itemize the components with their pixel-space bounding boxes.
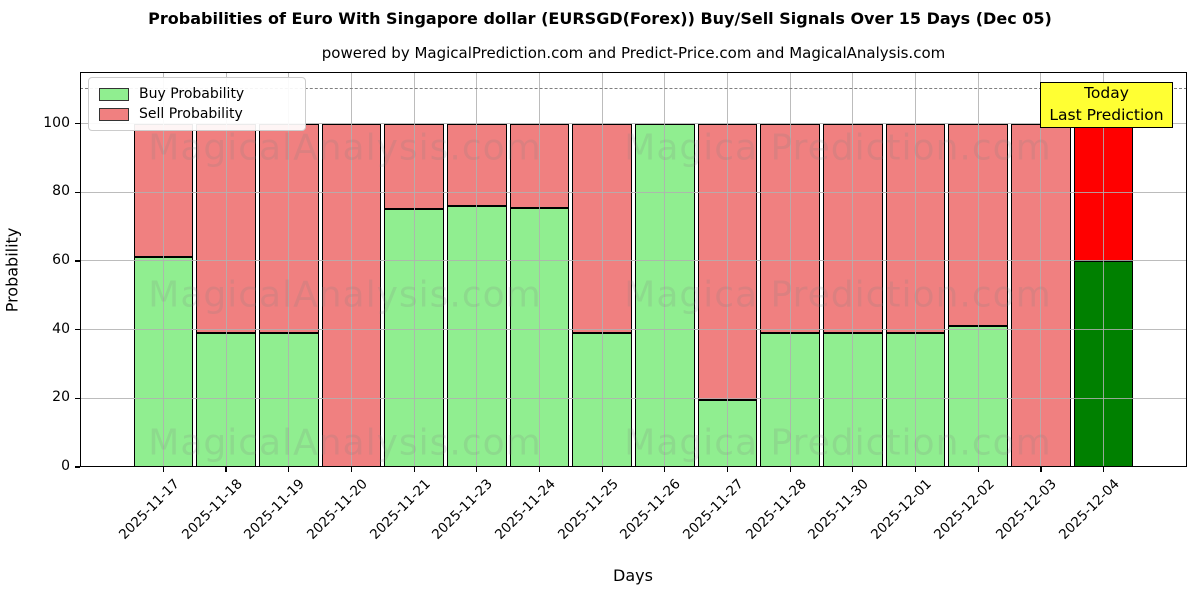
y-tick-label: 80: [52, 183, 70, 200]
buy-swatch-icon: [99, 87, 129, 101]
x-tick: [601, 467, 603, 472]
watermark-left: MagicalAnalysis.com: [148, 422, 542, 464]
h-gridline: [80, 260, 1187, 262]
x-tick-label: 2025-12-02: [930, 476, 998, 543]
x-tick: [664, 467, 666, 472]
today-annotation-line2: Last Prediction: [1049, 106, 1164, 124]
watermark-right: Magica Prediction.com: [624, 422, 1052, 464]
threshold-dashed-line: [80, 88, 1187, 90]
x-tick: [1040, 467, 1042, 472]
x-tick-label: 2025-11-25: [554, 476, 622, 543]
x-tick-label: 2025-11-28: [742, 476, 810, 543]
v-gridline: [476, 72, 478, 467]
x-tick-label: 2025-11-30: [805, 476, 873, 543]
x-tick: [726, 467, 729, 472]
v-gridline: [225, 72, 227, 467]
y-tick-label: 100: [43, 114, 70, 131]
today-annotation-box: Today Last Prediction: [1040, 82, 1173, 128]
h-gridline: [80, 397, 1187, 399]
v-gridline: [1040, 72, 1042, 467]
x-tick: [789, 467, 791, 472]
x-tick-label: 2025-11-24: [491, 476, 559, 543]
v-gridline: [350, 72, 352, 467]
x-tick-label: 2025-11-23: [429, 476, 497, 543]
x-tick-label: 2025-12-01: [868, 476, 935, 543]
chart-subtitle: powered by MagicalPrediction.com and Pre…: [321, 44, 946, 62]
x-axis-label: Days: [613, 566, 653, 585]
x-tick: [538, 467, 541, 472]
watermark-left: MagicalAnalysis.com: [148, 274, 542, 316]
v-gridline: [538, 72, 540, 467]
y-tick: [75, 122, 80, 125]
y-tick-label: 40: [52, 320, 70, 337]
v-gridline: [664, 72, 666, 467]
x-tick: [852, 467, 854, 472]
v-gridline: [288, 72, 290, 467]
x-tick-label: 2025-12-03: [993, 476, 1061, 543]
y-tick: [75, 466, 80, 468]
h-gridline: [80, 329, 1187, 331]
y-tick: [75, 191, 80, 193]
v-gridline: [413, 72, 415, 467]
v-gridline: [915, 72, 917, 467]
y-tick-label: 0: [61, 458, 70, 474]
y-tick: [75, 397, 80, 399]
v-gridline: [601, 72, 603, 467]
x-tick: [977, 467, 979, 472]
watermark-right: Magica Prediction.com: [624, 127, 1052, 169]
v-gridline: [852, 72, 854, 467]
legend-item-buy: Buy Probability: [99, 86, 295, 102]
x-tick: [225, 467, 227, 472]
x-tick: [914, 467, 917, 472]
sell-swatch-icon: [99, 107, 129, 121]
legend-label-buy: Buy Probability: [139, 86, 245, 102]
x-tick: [162, 467, 164, 472]
today-annotation-line1: Today: [1084, 84, 1129, 103]
x-tick-label: 2025-11-27: [680, 476, 747, 543]
x-tick-label: 2025-12-04: [1056, 476, 1123, 543]
v-gridline: [1103, 72, 1105, 467]
x-tick: [350, 467, 352, 472]
x-tick-label: 2025-11-21: [366, 476, 434, 543]
x-tick: [413, 467, 415, 472]
h-gridline: [80, 123, 1187, 125]
watermark-left: MagicalAnalysis.com: [148, 127, 542, 169]
h-gridline: [80, 191, 1187, 193]
v-gridline: [977, 72, 979, 467]
y-tick-label: 20: [52, 389, 70, 406]
y-tick: [75, 260, 80, 262]
x-tick: [288, 467, 290, 472]
y-axis-label: Probability: [2, 227, 22, 313]
x-tick-label: 2025-11-18: [178, 476, 246, 543]
v-gridline: [162, 72, 164, 467]
y-tick: [75, 329, 80, 331]
x-tick-label: 2025-11-17: [115, 476, 183, 543]
y-tick-label: 60: [52, 251, 70, 268]
legend-label-sell: Sell Probability: [139, 106, 243, 122]
x-tick: [476, 467, 478, 472]
x-tick-label: 2025-11-20: [303, 476, 371, 543]
x-tick-label: 2025-11-19: [241, 476, 309, 543]
x-tick-label: 2025-11-26: [617, 476, 685, 543]
v-gridline: [789, 72, 791, 467]
watermark-right: Magica Prediction.com: [624, 274, 1052, 316]
legend-item-sell: Sell Probability: [99, 106, 295, 122]
legend: Buy Probability Sell Probability: [88, 77, 306, 131]
chart-title: Probabilities of Euro With Singapore dol…: [148, 9, 1052, 28]
x-tick: [1103, 467, 1105, 472]
v-gridline: [727, 72, 729, 467]
